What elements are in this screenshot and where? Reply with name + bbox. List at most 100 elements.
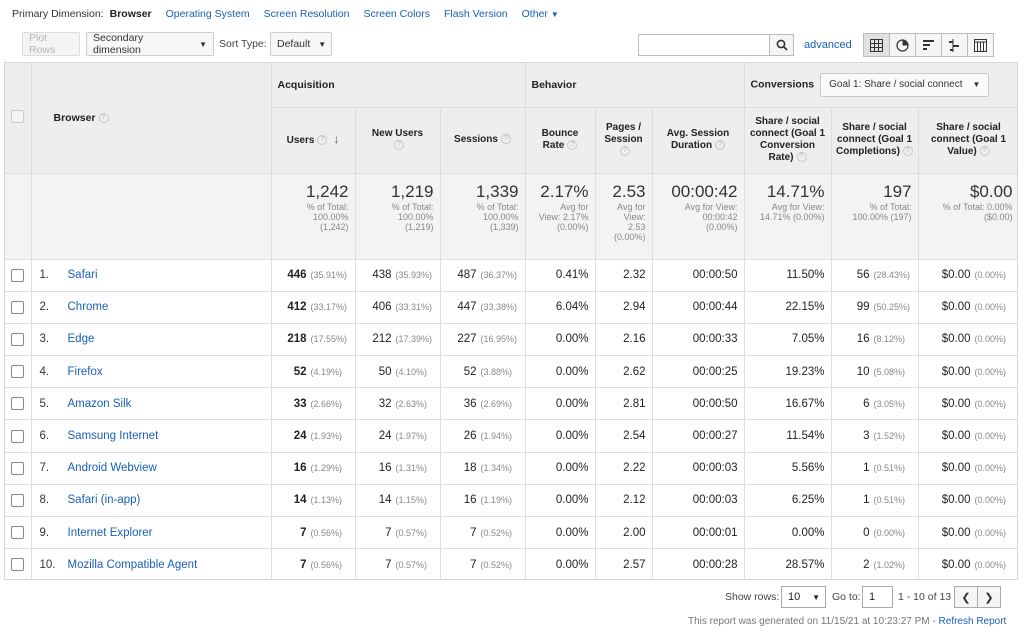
completions-percent: (1.52%): [873, 431, 906, 442]
goal-value: $0.00: [941, 462, 971, 475]
new-users-column-header[interactable]: New Users?: [355, 107, 441, 174]
goal-value-cell: $0.00 (0.00%): [918, 516, 1017, 550]
select-all-checkbox[interactable]: [11, 109, 25, 123]
sessions-cell: 227 (16.95%): [440, 323, 526, 357]
browser-link[interactable]: Firefox: [67, 365, 103, 378]
goto-page-input[interactable]: 1: [862, 586, 893, 608]
comparison-view-button[interactable]: [941, 33, 968, 57]
value-header-line1: Share / social: [936, 122, 1001, 133]
goal-value-column-header[interactable]: Share / social connect (Goal 1 Value)?: [918, 107, 1017, 174]
secondary-dimension-dropdown[interactable]: Secondary dimension ▼: [86, 32, 214, 56]
dimension-screen-resolution[interactable]: Screen Resolution: [263, 8, 350, 20]
browser-cell: 4. Firefox: [31, 355, 272, 389]
browser-cell: 3. Edge: [31, 323, 272, 357]
users-value: 16: [293, 462, 307, 475]
browser-link[interactable]: Android Webview: [67, 462, 157, 475]
table-row: 3. Edge 218 (17.55%) 212 (17.39%) 227 (16.95%) 0…: [5, 323, 1017, 357]
browser-column-header[interactable]: Browser?: [31, 63, 272, 174]
sort-descending-icon: ↓: [333, 132, 340, 146]
browser-link[interactable]: Mozilla Compatible Agent: [67, 558, 198, 571]
sort-type-dropdown[interactable]: Default ▼: [270, 32, 332, 56]
pivot-view-button[interactable]: [967, 33, 994, 57]
dimension-other-dropdown[interactable]: Other ▼: [522, 8, 559, 20]
row-checkbox[interactable]: [11, 365, 25, 379]
goal-select-dropdown[interactable]: Goal 1: Share / social connect ▼: [820, 72, 990, 97]
users-percent: (4.19%): [310, 366, 343, 377]
goal-value-percent: (0.00%): [974, 527, 1007, 538]
sessions-percent: (0.52%): [480, 559, 513, 570]
conversion-rate-cell: 11.50%: [744, 259, 832, 292]
help-icon[interactable]: ?: [98, 112, 109, 123]
row-checkbox[interactable]: [11, 461, 25, 475]
dimension-operating-system[interactable]: Operating System: [165, 8, 250, 20]
search-button[interactable]: [770, 34, 794, 56]
browser-link[interactable]: Samsung Internet: [67, 430, 159, 443]
browser-link[interactable]: Safari (in-app): [67, 494, 141, 507]
table-row: 1. Safari 446 (35.91%) 438 (35.93%) 487 (36.37%…: [5, 259, 1017, 292]
help-icon[interactable]: ?: [715, 140, 726, 151]
view-toggle-group: [863, 33, 994, 57]
row-checkbox[interactable]: [11, 300, 25, 314]
help-icon[interactable]: ?: [620, 146, 630, 157]
previous-page-button[interactable]: ❮: [954, 586, 978, 608]
help-icon[interactable]: ?: [500, 134, 511, 145]
help-icon[interactable]: ?: [567, 140, 578, 151]
sessions-percent: (1.94%): [480, 431, 513, 442]
users-column-header[interactable]: Users? ↓: [271, 107, 356, 174]
help-icon[interactable]: ?: [902, 146, 913, 157]
completions-percent: (5.08%): [873, 366, 906, 377]
help-icon[interactable]: ?: [796, 152, 807, 163]
pages-session-column-header[interactable]: Pages / Session?: [595, 107, 653, 174]
bounce-rate-column-header[interactable]: Bounce Rate?: [525, 107, 596, 174]
browser-link[interactable]: Edge: [67, 333, 95, 346]
browser-link[interactable]: Amazon Silk: [67, 397, 132, 410]
completions-cell: 1 (0.51%): [831, 484, 919, 518]
sessions-percent: (2.69%): [480, 398, 513, 409]
row-checkbox[interactable]: [11, 558, 25, 572]
row-checkbox[interactable]: [11, 268, 25, 282]
avg-session-duration-column-header[interactable]: Avg. Session Duration?: [652, 107, 745, 174]
completions-percent: (8.12%): [873, 334, 906, 345]
help-icon[interactable]: ?: [317, 135, 328, 146]
help-icon[interactable]: ?: [394, 140, 404, 151]
sessions-value: 7: [470, 526, 477, 539]
users-percent: (33.17%): [310, 302, 348, 313]
help-icon[interactable]: ?: [979, 146, 990, 157]
row-checkbox[interactable]: [11, 397, 25, 411]
new-users-percent: (17.39%): [395, 334, 433, 345]
show-rows-select[interactable]: 10 ▼: [781, 586, 826, 608]
table-search-input[interactable]: [638, 34, 770, 56]
users-percent: (0.56%): [310, 527, 343, 538]
plot-rows-button[interactable]: Plot Rows: [22, 32, 80, 56]
performance-view-button[interactable]: [915, 33, 942, 57]
sessions-column-header[interactable]: Sessions?: [440, 107, 526, 174]
total-value: 00:00:42: [671, 181, 738, 201]
bounce-rate-cell: 0.00%: [525, 387, 596, 421]
conversion-rate-column-header[interactable]: Share / social connect (Goal 1 Conversion R…: [744, 107, 832, 174]
completions-value: 3: [863, 430, 870, 443]
refresh-report-link[interactable]: Refresh Report: [938, 616, 1007, 627]
avg-duration-cell: 00:00:27: [652, 419, 745, 453]
conversion-rate-cell: 22.15%: [744, 291, 832, 324]
bounce-rate-cell: 0.00%: [525, 548, 596, 579]
total-sub: % of Total: 0.00%: [942, 201, 1013, 212]
row-checkbox[interactable]: [11, 493, 25, 507]
row-checkbox[interactable]: [11, 332, 25, 346]
browser-link[interactable]: Chrome: [67, 301, 109, 314]
dimension-screen-colors[interactable]: Screen Colors: [363, 8, 431, 20]
dimension-flash-version[interactable]: Flash Version: [444, 8, 508, 20]
row-index: 2.: [39, 301, 50, 314]
completions-value: 0: [863, 526, 870, 539]
total-value: 1,339: [475, 181, 519, 201]
row-checkbox-cell: [5, 548, 32, 579]
browser-link[interactable]: Safari: [67, 269, 98, 282]
next-page-button[interactable]: ❯: [977, 586, 1001, 608]
advanced-filter-link[interactable]: advanced: [804, 39, 852, 51]
row-checkbox[interactable]: [11, 429, 25, 443]
pie-view-button[interactable]: [889, 33, 916, 57]
total-sub: (1,339): [489, 221, 519, 232]
row-checkbox[interactable]: [11, 526, 25, 540]
completions-column-header[interactable]: Share / social connect (Goal 1 Completions…: [831, 107, 919, 174]
browser-link[interactable]: Internet Explorer: [67, 526, 153, 539]
table-view-button[interactable]: [863, 33, 890, 57]
